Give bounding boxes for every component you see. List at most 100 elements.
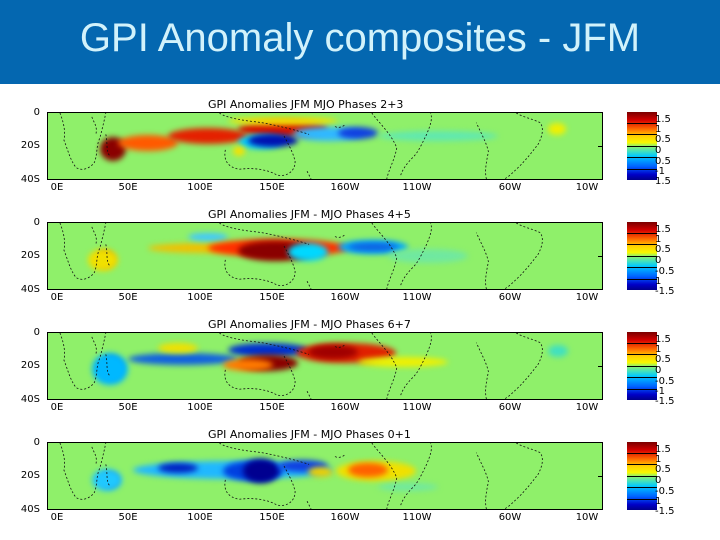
colorbar-label: 1 — [655, 124, 662, 135]
colorbar — [627, 442, 657, 510]
anomaly-region — [158, 463, 198, 473]
tick-mark — [598, 256, 603, 257]
colorbar-label: 1 — [655, 496, 662, 507]
colorbar-divider — [627, 343, 657, 344]
anomaly-region — [348, 463, 388, 477]
x-tick-label: 160W — [330, 512, 360, 523]
colorbar-label: 0.5 — [655, 354, 671, 365]
colorbar-divider — [627, 244, 657, 245]
x-tick-label: 100E — [187, 292, 213, 303]
x-tick-label: 150E — [259, 292, 285, 303]
panel-title: GPI Anomalies JFM MJO Phases 2+3 — [208, 98, 404, 111]
x-tick-label: 60W — [498, 292, 522, 303]
colorbar-label: 0.5 — [655, 134, 671, 145]
anomaly-region — [233, 146, 245, 156]
anomaly-region — [548, 345, 568, 357]
composite-panel: GPI Anomalies JFM - MJO Phases 6+7 0 20S 4… — [0, 319, 720, 427]
anomaly-region — [338, 127, 378, 139]
x-tick-label: 10W — [575, 402, 599, 413]
x-tick-label: 10W — [575, 292, 599, 303]
y-tick-label: 40S — [20, 504, 40, 515]
anomaly-region — [118, 135, 178, 151]
tick-mark — [598, 366, 603, 367]
x-tick-label: 110W — [402, 402, 432, 413]
x-tick-label: 110W — [402, 182, 432, 193]
colorbar-label: 1 — [655, 454, 662, 465]
gpi-anomaly-map — [47, 442, 603, 510]
colorbar-divider — [627, 366, 657, 367]
anomaly-region — [228, 117, 338, 125]
x-tick-label: 60W — [498, 512, 522, 523]
colorbar-divider — [627, 464, 657, 465]
x-tick-label: 100E — [187, 402, 213, 413]
colorbar-label: 1 — [655, 234, 662, 245]
colorbar-label: 1.5 — [655, 224, 671, 235]
y-tick-label: 0 — [33, 437, 40, 448]
anomaly-region — [378, 483, 438, 491]
colorbar-label: -0.5 — [655, 486, 675, 497]
x-tick-label: 60W — [498, 402, 522, 413]
x-tick-label: 10W — [575, 512, 599, 523]
colorbar-divider — [627, 123, 657, 124]
colorbar-label: 0.5 — [655, 156, 671, 167]
colorbar-divider — [627, 487, 657, 488]
tick-mark — [598, 476, 603, 477]
y-tick-label: 20S — [20, 470, 40, 481]
colorbar-label: 0 — [655, 475, 662, 486]
anomaly-region — [548, 123, 566, 135]
colorbar-label: -1.5 — [655, 396, 675, 407]
colorbar-label: -1.5 — [655, 286, 675, 297]
tick-mark — [598, 146, 603, 147]
colorbar-divider — [627, 169, 657, 170]
colorbar-label: 1 — [655, 344, 662, 355]
anomaly-region — [128, 353, 238, 365]
x-tick-label: 50E — [118, 402, 138, 413]
colorbar-label: -1 — [655, 166, 665, 177]
anomaly-region — [308, 345, 358, 359]
colorbar-divider — [627, 377, 657, 378]
x-tick-label: 110W — [402, 292, 432, 303]
colorbar-label: -1.5 — [655, 506, 675, 517]
anomaly-region — [188, 233, 228, 241]
y-tick-label: 40S — [20, 394, 40, 405]
x-tick-label: 50E — [118, 292, 138, 303]
y-tick-label: 20S — [20, 360, 40, 371]
coastline-overlay — [59, 443, 543, 509]
x-tick-label: 0E — [50, 512, 64, 523]
colorbar-divider — [627, 279, 657, 280]
x-tick-label: 50E — [118, 182, 138, 193]
anomaly-region — [88, 249, 118, 271]
colorbar-label: -0.5 — [655, 376, 675, 387]
colorbar-label: 1.5 — [655, 176, 671, 187]
colorbar-label: 0 — [655, 255, 662, 266]
y-tick-label: 0 — [33, 107, 40, 118]
x-tick-label: 150E — [259, 182, 285, 193]
colorbar-label: 1.5 — [655, 444, 671, 455]
y-tick-label: 40S — [20, 284, 40, 295]
x-tick-label: 160W — [330, 402, 360, 413]
colorbar-label: 0.5 — [655, 464, 671, 475]
panel-title: GPI Anomalies JFM - MJO Phases 6+7 — [208, 318, 411, 331]
x-tick-label: 60W — [498, 182, 522, 193]
gpi-anomaly-map — [47, 112, 603, 180]
colorbar-divider — [627, 453, 657, 454]
anomaly-region — [158, 343, 198, 353]
colorbar-label: 0.5 — [655, 244, 671, 255]
colorbar-divider — [627, 157, 657, 158]
gpi-anomaly-map — [47, 222, 603, 290]
x-tick-label: 150E — [259, 512, 285, 523]
x-tick-label: 50E — [118, 512, 138, 523]
x-tick-label: 160W — [330, 292, 360, 303]
colorbar-label: 1 — [655, 276, 662, 287]
x-tick-label: 100E — [187, 512, 213, 523]
colorbar-divider — [627, 267, 657, 268]
colorbar-divider — [627, 233, 657, 234]
anomaly-region — [388, 249, 468, 263]
composite-panel: GPI Anomalies JFM - MJO Phases 0+1 0 20S 4… — [0, 429, 720, 537]
anomaly-region — [378, 131, 498, 141]
anomaly-region — [223, 359, 273, 371]
panel-title: GPI Anomalies JFM - MJO Phases 0+1 — [208, 428, 411, 441]
panel-title: GPI Anomalies JFM - MJO Phases 4+5 — [208, 208, 411, 221]
slide-title: GPI Anomaly composites - JFM — [79, 16, 641, 60]
y-tick-label: 0 — [33, 327, 40, 338]
